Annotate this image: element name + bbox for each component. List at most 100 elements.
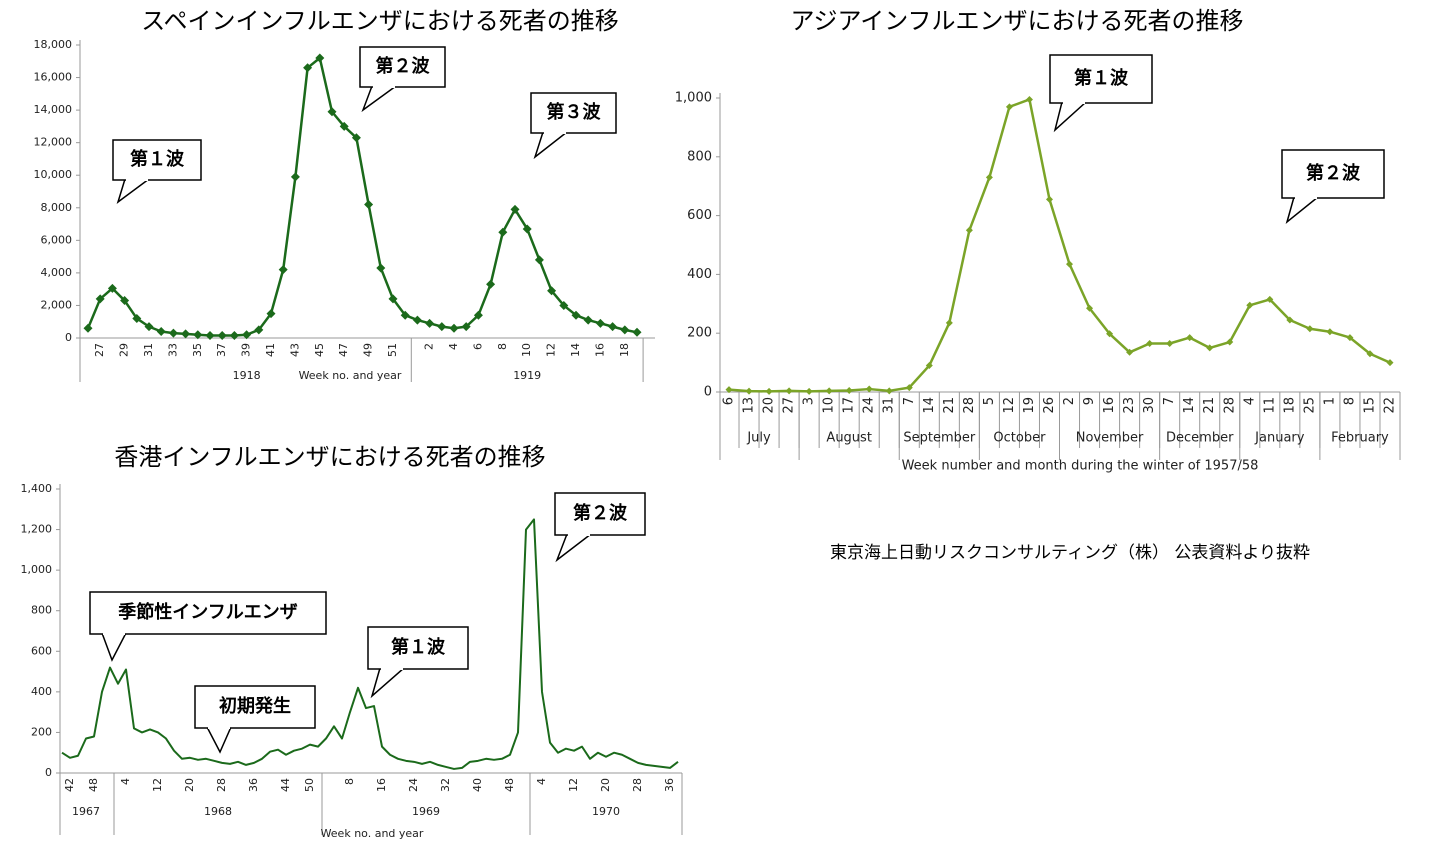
point [608,322,618,332]
point [412,315,422,325]
x-tick-label: 14 [569,343,582,357]
point [510,204,520,214]
line [61,518,679,770]
annotation: 第１波 [130,148,185,170]
callout-box [112,139,202,181]
x-tick-label: 43 [288,343,301,357]
x-tick-label: 14 [1182,397,1197,414]
point [205,331,215,341]
y-tick-label: 600 [687,208,712,223]
point [156,326,166,336]
point [144,322,154,332]
annotation: 初期発生 [219,695,291,717]
x-tick-label: 8 [496,343,509,350]
point [315,53,325,63]
point [1126,348,1134,356]
point [1326,328,1334,336]
point [278,265,288,275]
callout-tail [361,85,399,113]
x-tick-label: 12 [545,343,558,357]
point [376,263,386,273]
x-tick-label: 42 [63,778,76,792]
point [425,318,435,328]
callout-box [359,46,446,88]
point [1306,325,1314,333]
point [945,319,953,327]
group-label: 1919 [513,369,541,382]
y-tick-label: 600 [31,644,52,657]
annotation: 季節性インフルエンザ [118,601,297,623]
x-tick-label: 44 [279,778,292,792]
point [1206,344,1214,352]
x-tick-label: 24 [407,778,420,792]
x-tick-label: 18 [618,343,631,357]
callout-box [194,685,316,729]
x-tick-label: 47 [337,343,350,357]
y-tick-label: 1,200 [21,523,53,536]
point [132,313,142,323]
point [1025,95,1033,103]
point [1106,330,1114,338]
x-tick-label: 6 [471,343,484,350]
point [193,330,203,340]
group-label: August [826,431,872,446]
point [765,387,773,395]
callout-box [1281,149,1385,199]
point [290,172,300,182]
point [522,224,532,234]
line [86,56,638,337]
point [785,387,793,395]
x-tick-label: 15 [1362,397,1377,414]
y-tick-label: 8,000 [41,201,73,214]
x-tick-label: 10 [822,397,837,414]
x-tick-label: 26 [1042,397,1057,414]
callout-box [367,626,469,670]
point [805,387,813,395]
x-tick-label: 28 [631,778,644,792]
y-tick-label: 6,000 [41,233,73,246]
x-tick-label: 4 [535,778,548,785]
y-tick-label: 400 [31,685,52,698]
point [1346,334,1354,342]
callout-box [530,92,617,134]
point [725,386,733,394]
point [1386,359,1394,367]
point [1366,350,1374,358]
x-tick-label: 16 [375,778,388,792]
y-tick-label: 200 [687,326,712,341]
y-tick-label: 800 [687,149,712,164]
point [1226,338,1234,346]
point [985,173,993,181]
annotation: 第１波 [391,636,446,658]
point [1146,339,1154,347]
x-tick-label: 40 [471,778,484,792]
footer: 東京海上日動リスクコンサルティング（株） 公表資料より抜粋 [830,543,1310,563]
annotation: 第１波 [1074,67,1129,89]
x-tick-label: 29 [118,343,131,357]
x-axis-label: Week no. and year [299,369,402,382]
x-tick-label: 27 [782,397,797,414]
x-tick-label: 48 [87,778,100,792]
x-tick-label: 51 [386,343,399,357]
x-tick-label: 49 [362,343,375,357]
callout-tail [370,667,406,699]
x-tick-label: 21 [1202,397,1217,414]
x-tick-label: 12 [1002,397,1017,414]
x-tick-label: 21 [942,397,957,414]
x-tick-label: 5 [982,397,997,405]
point [351,133,361,143]
x-tick-label: 8 [343,778,356,785]
line [728,98,1391,393]
group-label: November [1076,431,1144,446]
x-tick-label: 50 [303,778,316,792]
chart-title: 香港インフルエンザにおける死者の推移 [114,443,545,471]
x-tick-label: 14 [922,397,937,414]
x-tick-label: 3 [802,397,817,405]
x-tick-label: 17 [842,397,857,414]
point [547,286,557,296]
group-label: October [993,431,1046,446]
x-tick-label: 28 [962,397,977,414]
point [632,327,642,337]
y-tick-label: 16,000 [34,71,73,84]
x-tick-label: 32 [439,778,452,792]
